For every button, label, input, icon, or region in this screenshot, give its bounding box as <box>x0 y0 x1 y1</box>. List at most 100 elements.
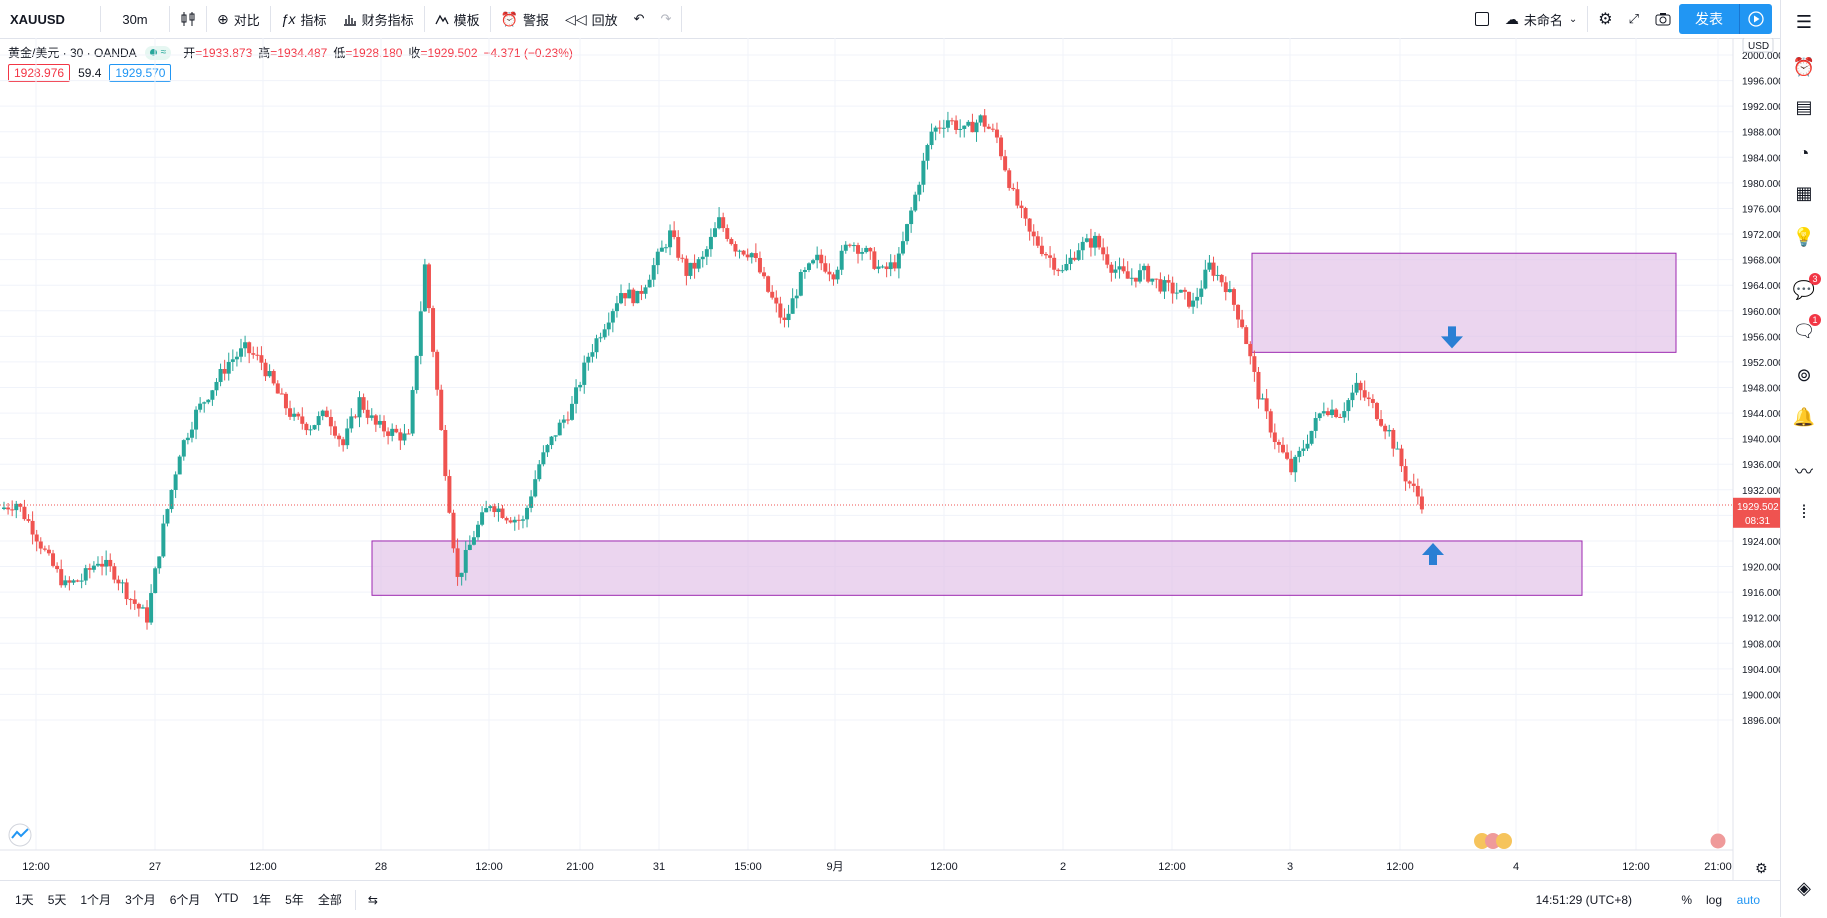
range-button[interactable]: 5年 <box>285 893 304 907</box>
candle <box>165 508 170 527</box>
candle <box>508 517 513 524</box>
price-axis[interactable]: 2000.000 1996.000 1992.000 1988.000 1984.000… <box>1732 38 1780 880</box>
range-button[interactable]: 6个月 <box>169 893 201 907</box>
play-circle-icon <box>1748 11 1764 27</box>
watchlist-button[interactable]: ☰ <box>1789 7 1819 37</box>
messages-badge: 1 <box>1809 314 1821 326</box>
candle <box>647 274 652 288</box>
alert-button[interactable]: ⏰ 警报 <box>493 0 557 38</box>
tradingview-logo[interactable] <box>8 823 32 847</box>
candle <box>864 245 869 254</box>
candle <box>884 262 889 278</box>
candle <box>1354 372 1359 396</box>
legend-title[interactable]: 黄金/美元 · 30 · OANDA <box>8 46 137 60</box>
messages-button[interactable]: 🗨 1 <box>1789 314 1821 346</box>
time-axis[interactable]: 12:00 27 12:00 28 12:00 21:00 31 15:00 9月 12:00 2 1… <box>0 849 1733 873</box>
range-button[interactable]: YTD <box>214 891 239 905</box>
resistance-zone[interactable] <box>1251 252 1677 353</box>
candle <box>753 243 758 263</box>
screenshot-button[interactable] <box>1647 0 1679 38</box>
candle <box>1415 478 1420 505</box>
candle <box>1342 402 1347 423</box>
clock-timezone[interactable]: 14:51:29 (UTC+8) <box>1535 892 1632 907</box>
publish-button[interactable]: 发表 <box>1679 4 1739 34</box>
candle <box>659 240 664 252</box>
logo-icon <box>11 828 29 839</box>
candle <box>488 504 493 512</box>
alarm-icon: ⏰ <box>1792 56 1816 77</box>
candle <box>500 504 505 519</box>
range-button[interactable]: 1年 <box>252 893 272 907</box>
candle <box>1248 341 1253 365</box>
candle <box>1199 280 1204 305</box>
candle <box>259 346 264 371</box>
chats-button[interactable]: 💬 3 <box>1789 273 1821 305</box>
play-button[interactable] <box>1739 4 1772 34</box>
compare-button[interactable]: ⊕ 对比 <box>209 0 268 38</box>
calendar-button[interactable]: ▦ <box>1789 178 1819 208</box>
chart-type-button[interactable] <box>172 0 204 38</box>
candle <box>762 266 767 279</box>
fullscreen-button[interactable]: ⤢ <box>1621 0 1647 38</box>
ideas-button[interactable]: 💡 <box>1789 222 1819 252</box>
log-toggle[interactable]: log <box>1705 892 1722 907</box>
close-label: 收 <box>408 46 421 60</box>
candle <box>38 537 43 555</box>
candle <box>598 332 603 343</box>
undo-button[interactable]: ↶ <box>626 0 653 38</box>
templates-button[interactable]: 模板 <box>427 0 488 38</box>
sell-price-button[interactable]: 1928.976 <box>8 64 71 82</box>
redo-button[interactable]: ↷ <box>653 0 680 38</box>
interval-selector[interactable]: 30m <box>122 11 148 27</box>
range-button[interactable]: 1个月 <box>80 893 112 907</box>
candle <box>1191 292 1196 314</box>
candle <box>1129 268 1134 286</box>
buy-price-button[interactable]: 1929.570 <box>109 64 172 82</box>
candle <box>377 414 382 429</box>
market-status-badge[interactable]: ≈ <box>144 45 172 60</box>
axis-settings-gear-icon[interactable]: ⚙ <box>1755 860 1768 876</box>
events-flags[interactable] <box>1474 832 1727 850</box>
range-button[interactable]: 5天 <box>47 893 67 907</box>
symbol-search[interactable]: XAUUSD <box>10 11 65 27</box>
candle <box>361 393 366 414</box>
range-button[interactable]: 全部 <box>317 893 342 907</box>
candle <box>418 301 423 365</box>
data-window-button[interactable]: ▤ <box>1789 92 1819 122</box>
low-label: 低 <box>333 46 346 60</box>
layout-name-button[interactable]: ☁ 未命名 ⌄ <box>1497 0 1585 38</box>
candle <box>1007 168 1012 191</box>
change-value: −4.371 (−0.23%) <box>483 45 573 60</box>
candle <box>1362 380 1367 401</box>
candle <box>925 143 930 170</box>
currency-label[interactable]: USD <box>1742 38 1774 53</box>
indicators-button[interactable]: ƒx 指标 <box>273 0 335 38</box>
percent-toggle[interactable]: % <box>1681 892 1692 907</box>
candle <box>328 409 333 436</box>
support-zone[interactable] <box>371 540 1583 596</box>
candle <box>525 505 530 528</box>
replay-button[interactable]: ◁◁ 回放 <box>557 0 626 38</box>
notifications-button[interactable]: 🔔 <box>1789 402 1819 432</box>
settings-button[interactable]: ⚙ <box>1590 0 1620 38</box>
goto-date-button[interactable]: ⇆ <box>362 893 384 907</box>
layers-button[interactable]: ◈ <box>1789 873 1819 903</box>
trading-panel-button[interactable]: 〰 <box>1789 456 1819 486</box>
range-button[interactable]: 3个月 <box>125 893 156 907</box>
alerts-button[interactable]: ⏰ <box>1789 52 1819 82</box>
candle <box>275 380 280 394</box>
candle <box>1211 256 1216 282</box>
candle <box>402 424 407 446</box>
financials-button[interactable]: 财务指标 <box>335 0 422 38</box>
dom-button[interactable]: ⁞ <box>1789 497 1819 527</box>
price-chart[interactable]: 2000.000 1996.000 1992.000 1988.000 1984.000… <box>0 38 1780 880</box>
hotlists-button[interactable]: ◔ <box>1789 138 1819 168</box>
fullscreen-icon: ⤢ <box>1628 11 1639 26</box>
price-tick-label: 1948.000 <box>1742 384 1780 395</box>
time-tick-label: 9月 <box>826 861 843 873</box>
streams-button[interactable]: ⊚ <box>1789 360 1819 390</box>
candle <box>1260 393 1265 400</box>
layout-toggle-button[interactable] <box>1467 0 1497 38</box>
auto-toggle[interactable]: auto <box>1736 892 1760 907</box>
range-button[interactable]: 1天 <box>15 893 34 907</box>
